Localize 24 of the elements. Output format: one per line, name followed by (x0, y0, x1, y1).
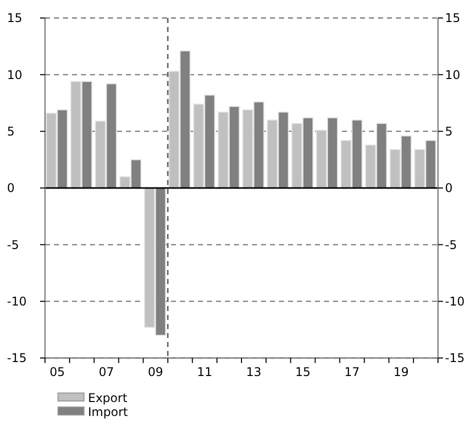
y-tick-label: 5 (7, 124, 15, 139)
x-tick-label: 13 (246, 365, 262, 379)
legend-label: Import (88, 405, 128, 420)
legend-label: Export (88, 391, 128, 406)
y-tick-label: 0 (7, 181, 15, 196)
y2-tick-label: -10 (445, 294, 465, 309)
y2-tick-label: -5 (445, 238, 457, 252)
y2-tick-label: -15 (445, 351, 465, 366)
x-tick-label: 09 (148, 365, 164, 379)
y-tick-label: -15 (7, 351, 27, 366)
x-tick-label: 17 (344, 365, 360, 379)
y-tick-label: 10 (7, 68, 22, 82)
y-tick-label: -5 (7, 238, 19, 252)
x-tick-label: 05 (50, 365, 65, 379)
x-tick-label: 19 (394, 365, 409, 379)
x-tick-label: 11 (197, 365, 212, 379)
x-tick-label: 15 (295, 365, 311, 379)
y2-tick-label: 0 (445, 181, 453, 196)
y-tick-label: 15 (7, 11, 22, 26)
y2-tick-label: 10 (445, 68, 460, 82)
y-tick-label: -10 (7, 294, 27, 309)
y2-tick-label: 15 (445, 11, 460, 26)
x-tick-label: 07 (98, 365, 114, 379)
y2-tick-label: 5 (445, 124, 453, 139)
